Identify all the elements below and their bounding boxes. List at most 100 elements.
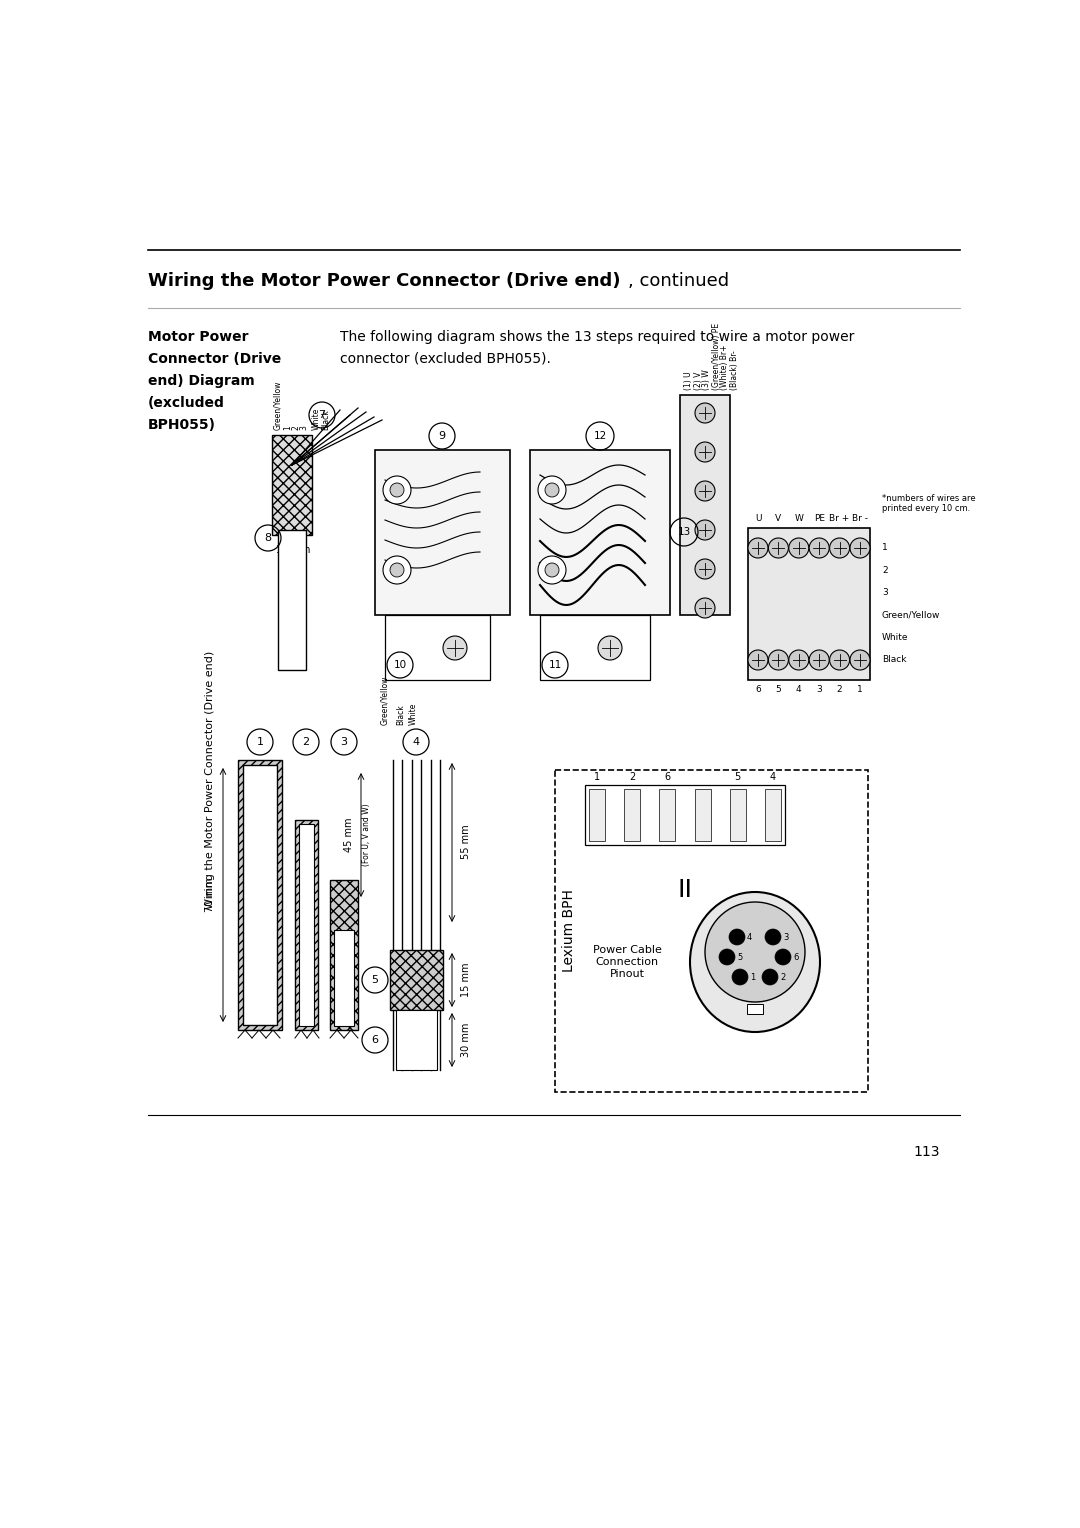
Text: Br +: Br + <box>829 513 850 523</box>
Text: (White) Br+: (White) Br+ <box>720 344 729 390</box>
Circle shape <box>443 636 467 660</box>
Circle shape <box>705 902 805 1002</box>
FancyBboxPatch shape <box>243 766 276 1025</box>
Text: (Green/Yellow) PE: (Green/Yellow) PE <box>712 322 720 390</box>
Circle shape <box>696 403 715 423</box>
Text: BPH055): BPH055) <box>148 419 216 432</box>
Text: 8: 8 <box>265 533 271 542</box>
Text: 4: 4 <box>796 685 801 694</box>
FancyBboxPatch shape <box>334 931 354 1025</box>
Text: Green/Yellow: Green/Yellow <box>273 380 283 429</box>
Text: 1: 1 <box>283 425 293 429</box>
Text: 30 mm: 30 mm <box>461 1022 471 1057</box>
Circle shape <box>768 649 788 669</box>
Text: 2: 2 <box>292 425 300 429</box>
Text: The following diagram shows the 13 steps required to wire a motor power: The following diagram shows the 13 steps… <box>340 330 854 344</box>
Text: 5: 5 <box>737 952 742 961</box>
FancyBboxPatch shape <box>238 759 282 1030</box>
Text: Motor Power: Motor Power <box>148 330 248 344</box>
Text: (Black) Br-: (Black) Br- <box>729 350 739 390</box>
Text: 1: 1 <box>858 685 863 694</box>
Circle shape <box>696 442 715 461</box>
Text: (excluded: (excluded <box>148 396 225 410</box>
Circle shape <box>829 649 850 669</box>
Text: 3: 3 <box>882 588 888 597</box>
Text: , continued: , continued <box>627 272 729 290</box>
Text: PE: PE <box>813 513 825 523</box>
Text: 3: 3 <box>816 685 822 694</box>
Text: (For U, V and W): (For U, V and W) <box>363 804 372 866</box>
FancyBboxPatch shape <box>272 435 312 535</box>
FancyBboxPatch shape <box>555 770 868 1093</box>
Ellipse shape <box>690 892 820 1031</box>
Circle shape <box>383 556 411 584</box>
Text: 11: 11 <box>549 660 562 669</box>
FancyBboxPatch shape <box>375 451 510 614</box>
FancyBboxPatch shape <box>747 1004 762 1015</box>
Text: Black: Black <box>882 656 906 665</box>
Text: W: W <box>795 513 804 523</box>
Text: 12: 12 <box>593 431 607 442</box>
Text: 4: 4 <box>413 736 419 747</box>
Text: 13: 13 <box>677 527 690 536</box>
Text: 1: 1 <box>882 544 888 553</box>
Text: Black: Black <box>396 704 405 724</box>
Text: Green/Yellow: Green/Yellow <box>882 611 941 620</box>
Text: 15 mm: 15 mm <box>461 963 471 998</box>
Text: (1) U: (1) U <box>685 371 693 390</box>
FancyBboxPatch shape <box>680 396 730 614</box>
FancyBboxPatch shape <box>278 530 306 669</box>
Circle shape <box>545 562 559 578</box>
FancyBboxPatch shape <box>624 788 640 840</box>
Text: Connector (Drive: Connector (Drive <box>148 351 281 367</box>
Circle shape <box>538 477 566 504</box>
Circle shape <box>788 649 809 669</box>
Circle shape <box>383 477 411 504</box>
Text: 6: 6 <box>755 685 761 694</box>
Text: 3: 3 <box>340 736 348 747</box>
FancyBboxPatch shape <box>589 788 605 840</box>
Text: U: U <box>755 513 761 523</box>
FancyBboxPatch shape <box>295 821 318 1030</box>
Text: 7: 7 <box>319 410 325 420</box>
Circle shape <box>850 649 870 669</box>
FancyBboxPatch shape <box>748 529 870 680</box>
Text: 6: 6 <box>372 1034 378 1045</box>
Text: White: White <box>408 703 418 724</box>
Circle shape <box>729 929 745 944</box>
Text: 10: 10 <box>393 660 406 669</box>
Text: 2: 2 <box>780 972 785 981</box>
Text: 6: 6 <box>664 772 671 782</box>
Circle shape <box>765 929 781 944</box>
Text: 1: 1 <box>257 736 264 747</box>
FancyBboxPatch shape <box>765 788 781 840</box>
Text: Wiring the Motor Power Connector (Drive end): Wiring the Motor Power Connector (Drive … <box>148 272 621 290</box>
Text: Wiring the Motor Power Connector (Drive end): Wiring the Motor Power Connector (Drive … <box>205 651 215 909</box>
Text: connector (excluded BPH055).: connector (excluded BPH055). <box>340 351 551 367</box>
FancyBboxPatch shape <box>730 788 746 840</box>
FancyBboxPatch shape <box>530 451 670 614</box>
Text: (2) V: (2) V <box>693 371 702 390</box>
Text: Green/Yellow: Green/Yellow <box>380 675 390 724</box>
Circle shape <box>696 559 715 579</box>
Text: 5: 5 <box>775 685 781 694</box>
Circle shape <box>598 636 622 660</box>
Circle shape <box>809 538 829 558</box>
Text: 1: 1 <box>750 972 755 981</box>
Text: 4: 4 <box>770 772 777 782</box>
Text: 70 mm: 70 mm <box>205 877 215 912</box>
Text: 55 mm: 55 mm <box>461 825 471 859</box>
Text: 1: 1 <box>594 772 600 782</box>
FancyBboxPatch shape <box>330 880 357 1030</box>
Text: Br -: Br - <box>852 513 868 523</box>
Circle shape <box>829 538 850 558</box>
Circle shape <box>850 538 870 558</box>
Circle shape <box>538 556 566 584</box>
Text: Lexium BPH: Lexium BPH <box>562 889 576 972</box>
FancyBboxPatch shape <box>694 788 711 840</box>
Text: 5: 5 <box>372 975 378 986</box>
Circle shape <box>390 483 404 497</box>
Circle shape <box>732 969 748 986</box>
Circle shape <box>545 483 559 497</box>
FancyBboxPatch shape <box>585 785 785 845</box>
